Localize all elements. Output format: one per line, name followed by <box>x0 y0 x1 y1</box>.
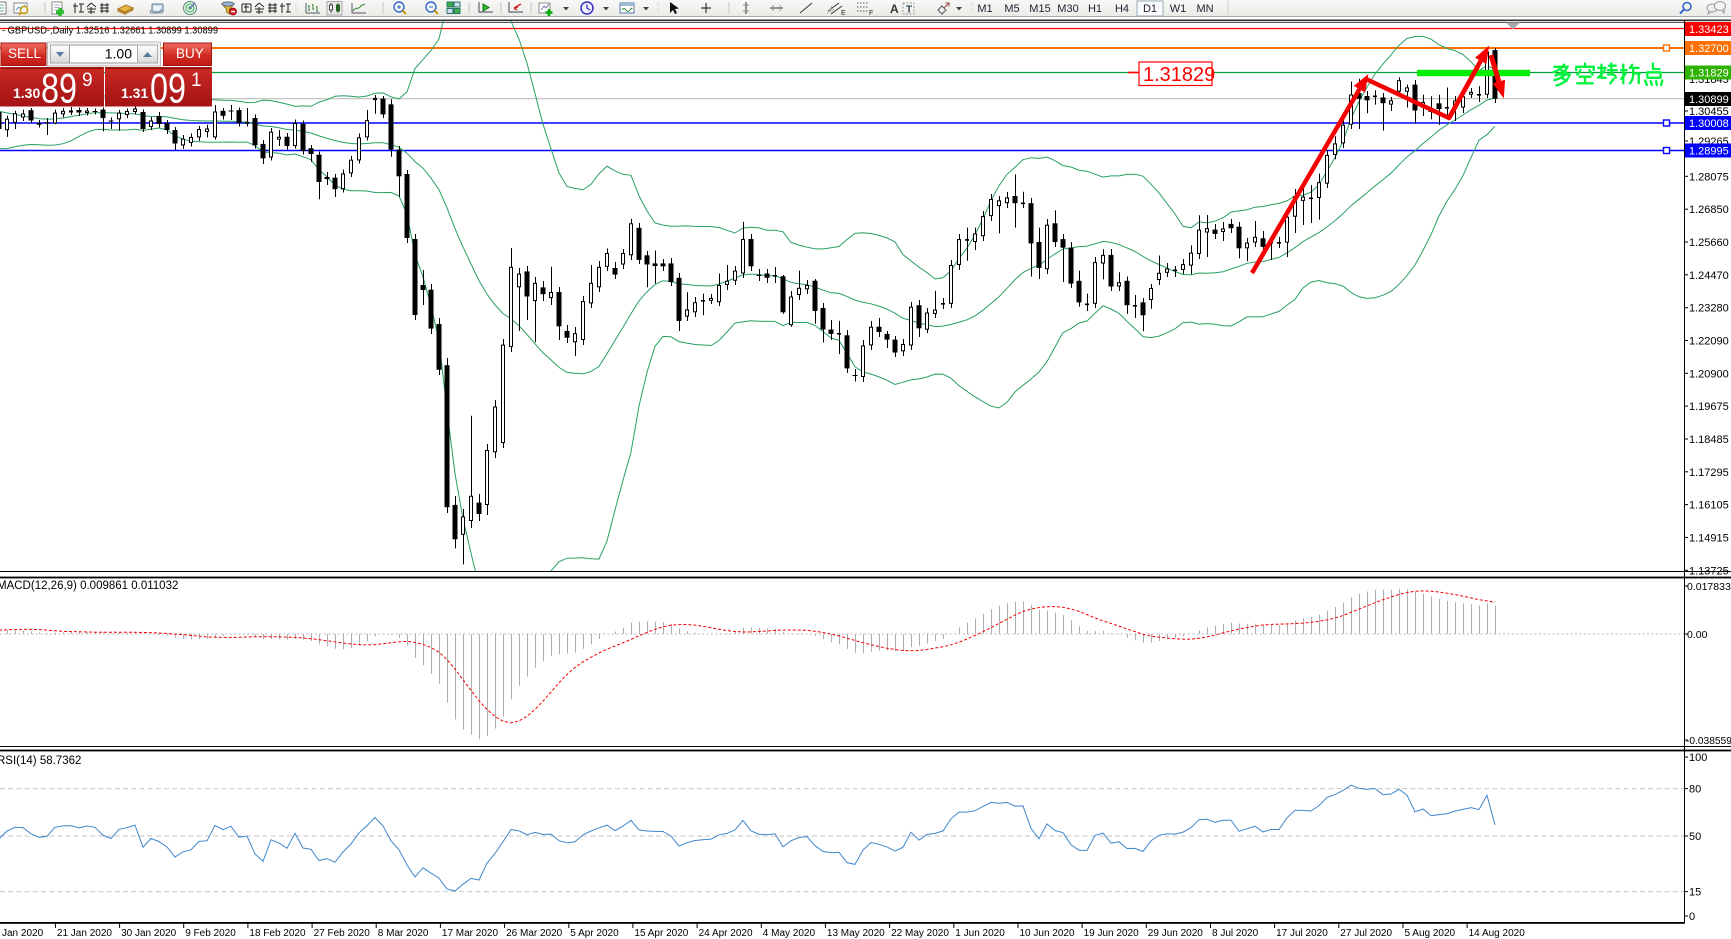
svg-text:1.30008: 1.30008 <box>1689 118 1729 130</box>
svg-text:1: 1 <box>191 70 202 91</box>
svg-text:1.23280: 1.23280 <box>1689 303 1729 315</box>
svg-text:H4: H4 <box>1115 3 1129 15</box>
svg-text:H1: H1 <box>1088 3 1102 15</box>
svg-text:1.30899: 1.30899 <box>1689 94 1729 106</box>
svg-text:13 May 2020: 13 May 2020 <box>827 928 885 939</box>
svg-text:1.16105: 1.16105 <box>1689 500 1729 512</box>
svg-text:29 Jun 2020: 29 Jun 2020 <box>1148 928 1203 939</box>
svg-text:T: T <box>906 5 912 16</box>
svg-text:9: 9 <box>82 70 93 91</box>
svg-text:10 Jun 2020: 10 Jun 2020 <box>1020 928 1075 939</box>
svg-text:24 Apr 2020: 24 Apr 2020 <box>699 928 753 939</box>
svg-text:MN: MN <box>1196 3 1213 15</box>
svg-text:E: E <box>841 10 846 17</box>
svg-text:17 Mar 2020: 17 Mar 2020 <box>442 928 499 939</box>
svg-text:1.30: 1.30 <box>13 85 40 101</box>
svg-text:1.22090: 1.22090 <box>1689 336 1729 348</box>
svg-text:1.18485: 1.18485 <box>1689 434 1729 446</box>
svg-text:1.28995: 1.28995 <box>1689 146 1729 158</box>
svg-text:19 Jun 2020: 19 Jun 2020 <box>1084 928 1139 939</box>
svg-text:Jan 2020: Jan 2020 <box>2 928 44 939</box>
svg-text:1.30455: 1.30455 <box>1689 106 1729 118</box>
svg-text:- GBPUSD-,Daily 1.32516 1.326: - GBPUSD-,Daily 1.32516 1.32661 1.30899 … <box>2 25 218 37</box>
svg-text:M1: M1 <box>977 3 992 15</box>
svg-text:1.28075: 1.28075 <box>1689 171 1729 183</box>
svg-text:22 May 2020: 22 May 2020 <box>891 928 949 939</box>
svg-text:17 Jul 2020: 17 Jul 2020 <box>1276 928 1328 939</box>
svg-text:MACD(12,26,9) 0.009861 0.01103: MACD(12,26,9) 0.009861 0.011032 <box>0 580 178 592</box>
svg-text:1.14915: 1.14915 <box>1689 532 1729 544</box>
svg-text:100: 100 <box>1689 752 1707 764</box>
svg-text:14 Aug 2020: 14 Aug 2020 <box>1469 928 1526 939</box>
svg-text:15 Apr 2020: 15 Apr 2020 <box>634 928 688 939</box>
svg-text:1.19675: 1.19675 <box>1689 401 1729 413</box>
svg-text:1.20900: 1.20900 <box>1689 368 1729 380</box>
svg-text:09: 09 <box>150 65 186 112</box>
svg-text:0: 0 <box>1689 911 1695 923</box>
svg-text:1.31829: 1.31829 <box>1689 68 1729 80</box>
svg-text:9 Feb 2020: 9 Feb 2020 <box>185 928 236 939</box>
svg-text:M15: M15 <box>1029 3 1050 15</box>
svg-text:30 Jan 2020: 30 Jan 2020 <box>121 928 176 939</box>
svg-text:5 Apr 2020: 5 Apr 2020 <box>570 928 619 939</box>
svg-text:SELL: SELL <box>8 46 42 61</box>
svg-text:21 Jan 2020: 21 Jan 2020 <box>57 928 112 939</box>
svg-text:1.00: 1.00 <box>105 46 132 62</box>
svg-text:M30: M30 <box>1057 3 1078 15</box>
svg-text:0.017833: 0.017833 <box>1687 581 1731 593</box>
svg-text:1.13725: 1.13725 <box>1689 565 1729 577</box>
svg-text:0.00: 0.00 <box>1687 629 1708 641</box>
svg-text:18 Feb 2020: 18 Feb 2020 <box>249 928 306 939</box>
svg-text:15: 15 <box>1689 887 1701 899</box>
svg-text:W1: W1 <box>1170 3 1187 15</box>
svg-text:1 Jun 2020: 1 Jun 2020 <box>955 928 1005 939</box>
svg-text:A: A <box>890 2 899 16</box>
svg-text:F: F <box>869 10 873 17</box>
svg-text:8 Mar 2020: 8 Mar 2020 <box>378 928 429 939</box>
svg-text:M5: M5 <box>1004 3 1019 15</box>
svg-text:1.32700: 1.32700 <box>1689 43 1729 55</box>
svg-text:26 Mar 2020: 26 Mar 2020 <box>506 928 563 939</box>
svg-text:27 Feb 2020: 27 Feb 2020 <box>314 928 371 939</box>
svg-text:5 Aug 2020: 5 Aug 2020 <box>1405 928 1456 939</box>
svg-text:1.31: 1.31 <box>121 85 148 101</box>
svg-text:1.26850: 1.26850 <box>1689 204 1729 216</box>
svg-text:1.17295: 1.17295 <box>1689 467 1729 479</box>
svg-text:80: 80 <box>1689 784 1701 796</box>
svg-text:BUY: BUY <box>176 46 204 61</box>
svg-text:89: 89 <box>41 65 77 112</box>
svg-text:50: 50 <box>1689 831 1701 843</box>
svg-text:27 Jul 2020: 27 Jul 2020 <box>1340 928 1392 939</box>
svg-text:-0.038559: -0.038559 <box>1686 736 1731 747</box>
svg-text:RSI(14) 58.7362: RSI(14) 58.7362 <box>0 755 81 767</box>
svg-text:1.33423: 1.33423 <box>1689 24 1729 36</box>
svg-text:1.24470: 1.24470 <box>1689 270 1729 282</box>
svg-text:1.25660: 1.25660 <box>1689 237 1729 249</box>
svg-text:4 May 2020: 4 May 2020 <box>763 928 816 939</box>
svg-text:8 Jul 2020: 8 Jul 2020 <box>1212 928 1259 939</box>
svg-text:D1: D1 <box>1143 3 1157 15</box>
svg-text:1.31829: 1.31829 <box>1143 64 1215 86</box>
